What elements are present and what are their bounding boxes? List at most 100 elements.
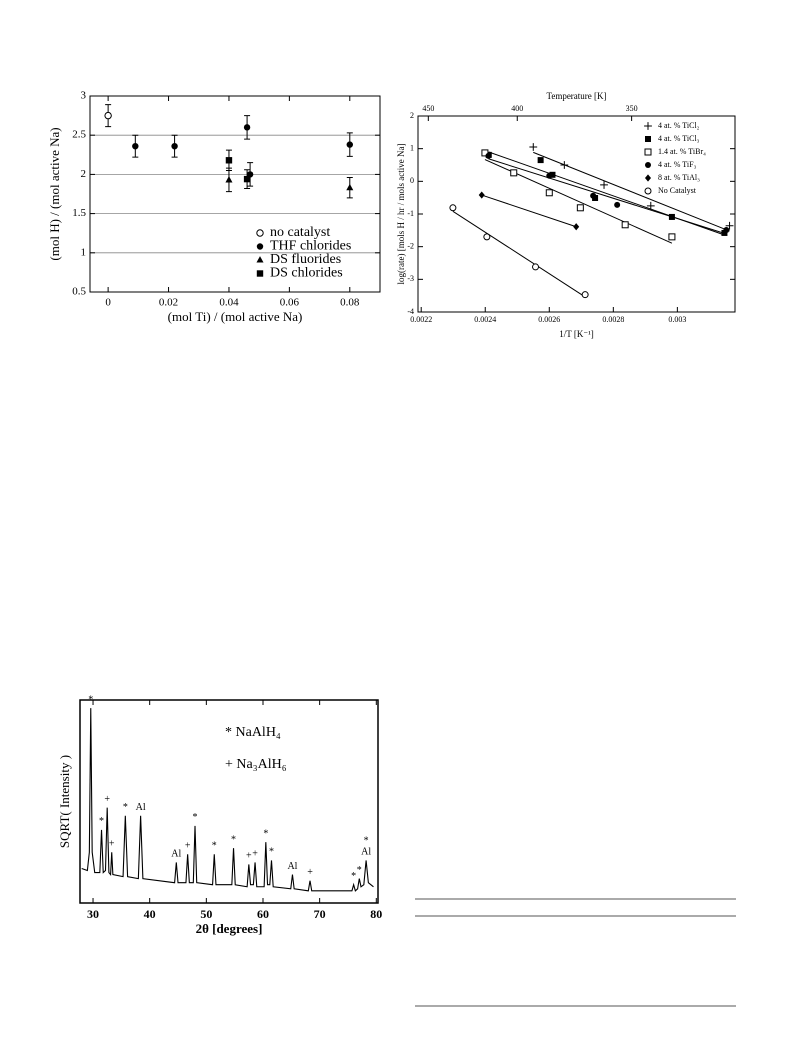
x-tick-label: 0.0026: [538, 315, 560, 324]
y-tick-label: 2.5: [72, 129, 86, 141]
peak-label: *: [123, 802, 128, 813]
marker: [600, 181, 608, 189]
x2-tick-label: 400: [511, 104, 523, 113]
peak-label: +: [185, 841, 191, 852]
peak-label: *: [269, 847, 274, 858]
x-tick-label: 60: [257, 907, 269, 921]
y-tick-label: 1: [410, 143, 414, 152]
x-tick-label: 0.08: [340, 297, 360, 309]
marker: [668, 233, 676, 241]
marker: [573, 223, 580, 231]
marker: [560, 161, 569, 169]
legend-label: no catalyst: [270, 225, 330, 240]
peak-label: +: [109, 839, 115, 850]
peak-label: +: [246, 851, 252, 862]
legend-label: 4 at. % TiCl₂: [658, 121, 700, 130]
peak-label: +: [252, 849, 258, 860]
marker: [645, 174, 651, 182]
x-axis-label: (mol Ti) / (mol active Na): [168, 309, 303, 324]
x-tick-label: 30: [87, 907, 99, 921]
x-tick-label: 0.04: [219, 297, 239, 309]
y-tick-label: -3: [407, 274, 414, 283]
x-tick-label: 0.0024: [474, 315, 496, 324]
x2-tick-label: 350: [626, 104, 638, 113]
marker: [723, 227, 730, 234]
marker: [545, 189, 553, 197]
y-tick-label: -4: [407, 307, 414, 316]
peak-label: Al: [361, 847, 371, 858]
marker: [243, 124, 251, 131]
marker: [483, 233, 491, 241]
marker: [104, 111, 112, 120]
x-tick-label: 0.0028: [602, 315, 624, 324]
x-axis-label: 2θ [degrees]: [196, 921, 263, 936]
legend-label: DS fluorides: [270, 252, 341, 267]
x-tick-label: 0.06: [280, 297, 300, 309]
legend-label: 4 at. % TiCl₃: [658, 134, 700, 143]
x-tick-label: 0.003: [668, 315, 686, 324]
marker: [243, 175, 251, 183]
peak-label: +: [104, 794, 110, 805]
legend-label: THF chlorides: [270, 239, 351, 254]
x-tick-label: 70: [314, 907, 326, 921]
marker: [645, 162, 651, 168]
x-tick-label: 0.0022: [410, 315, 432, 324]
peak-label: *: [351, 871, 356, 882]
legend-label: 4 at. % TiF₃: [658, 160, 697, 169]
marker: [346, 183, 354, 191]
marker: [449, 204, 457, 212]
marker: [644, 122, 652, 130]
marker: [256, 243, 264, 250]
legend-label: * NaAlH₄: [225, 725, 281, 740]
fit-line: [481, 194, 577, 228]
peak-label: Al: [171, 849, 181, 860]
marker: [644, 148, 652, 156]
plot-frame: [89, 95, 381, 293]
marker: [590, 192, 597, 199]
marker: [725, 221, 734, 230]
x-tick-label: 80: [370, 907, 382, 921]
fit-line: [452, 210, 586, 298]
peak-label: *: [212, 841, 217, 852]
y-axis-label: log(rate) [mols H / hr / mols active Na]: [396, 144, 406, 285]
x-tick-label: 0: [105, 297, 111, 309]
y-tick-label: 2: [410, 111, 414, 120]
marker: [132, 142, 139, 150]
y-tick-label: 3: [81, 90, 87, 102]
legend-label: 1.4 at. % TiBr₄: [658, 147, 706, 156]
marker: [485, 152, 492, 159]
y-tick-label: 0.5: [72, 286, 86, 298]
y-tick-label: 1: [81, 246, 87, 258]
marker: [225, 176, 233, 183]
peak-label: *: [231, 834, 236, 845]
spectrum-line: [81, 708, 374, 892]
x-tick-label: 40: [144, 907, 156, 921]
marker: [621, 221, 629, 229]
peak-label: *: [99, 816, 104, 827]
marker: [532, 263, 540, 271]
marker: [478, 191, 485, 199]
marker: [546, 172, 553, 179]
marker: [645, 136, 651, 142]
y-axis-label: SQRT( Intensity ): [57, 755, 72, 848]
fit-line: [488, 158, 727, 235]
marker: [346, 141, 353, 148]
peak-label: Al: [136, 802, 146, 813]
marker: [225, 157, 233, 164]
marker: [529, 143, 538, 151]
y-tick-label: -2: [407, 241, 414, 250]
peak-label: +: [307, 867, 313, 878]
legend-label: + Na₃AlH₆: [225, 757, 287, 772]
peak-label: *: [88, 694, 93, 705]
marker: [644, 187, 652, 195]
y-tick-label: 1.5: [72, 207, 86, 219]
marker: [614, 201, 621, 208]
marker: [171, 142, 178, 150]
marker: [646, 201, 655, 210]
y-tick-label: 2: [81, 168, 87, 180]
peak-label: *: [364, 836, 369, 847]
legend-label: DS chlorides: [270, 266, 343, 281]
marker: [256, 270, 264, 277]
legend-label: 8 at. % TiAl₃: [658, 173, 700, 182]
